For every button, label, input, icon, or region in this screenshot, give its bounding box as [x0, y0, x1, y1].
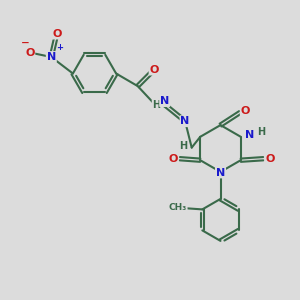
Text: O: O [25, 47, 34, 58]
Text: O: O [52, 28, 62, 39]
Text: O: O [169, 154, 178, 164]
Text: N: N [181, 116, 190, 126]
Text: N: N [216, 167, 225, 178]
Text: H: H [257, 127, 266, 137]
Text: N: N [244, 130, 254, 140]
Text: O: O [265, 154, 274, 164]
Text: N: N [47, 52, 56, 62]
Text: O: O [149, 64, 159, 75]
Text: −: − [21, 38, 30, 48]
Text: +: + [56, 44, 63, 52]
Text: CH₃: CH₃ [169, 203, 187, 212]
Text: H: H [152, 100, 161, 110]
Text: N: N [160, 96, 169, 106]
Text: O: O [241, 106, 250, 116]
Text: H: H [179, 141, 188, 151]
